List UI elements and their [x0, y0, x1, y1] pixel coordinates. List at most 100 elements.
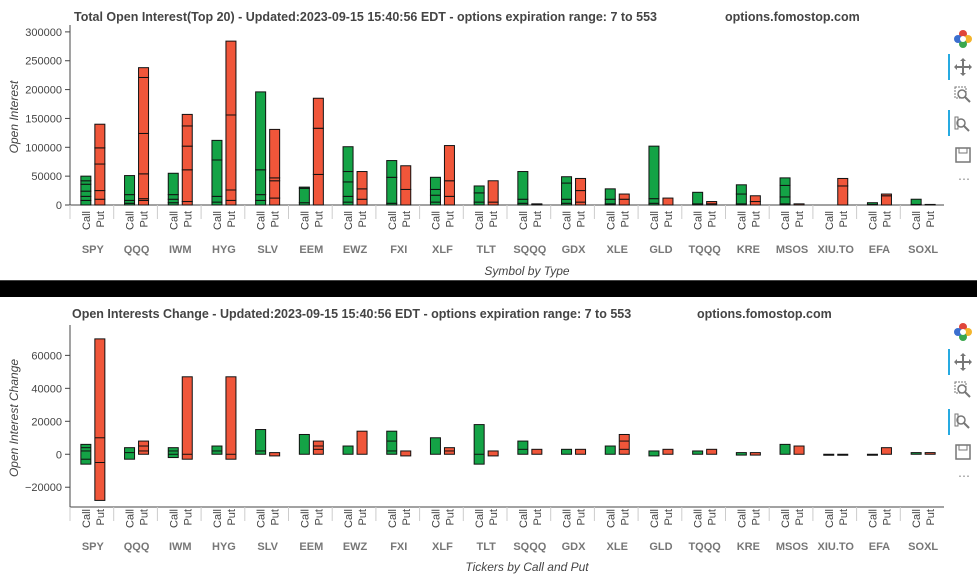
call-bar-segment	[255, 91, 267, 171]
put-bar	[138, 440, 150, 455]
category-label: MSOS	[776, 541, 808, 553]
call-bar	[298, 433, 310, 455]
y-axis-label: Open Interest	[7, 80, 21, 153]
put-bar-segment	[94, 123, 106, 149]
category-label: XLF	[432, 541, 453, 553]
type-tick-label: Call	[125, 509, 137, 528]
type-tick-label: Call	[693, 211, 705, 230]
open-interest-plot[interactable]: 0 50000 100000 150000 200000 250000 300000 Open…	[0, 0, 945, 280]
call-bar	[342, 445, 354, 455]
put-bar-segment	[312, 97, 324, 129]
save-icon[interactable]	[952, 441, 974, 463]
call-bar-segment	[866, 202, 878, 205]
call-bar	[255, 429, 267, 455]
type-tick-label: Put	[925, 211, 937, 228]
category-label: SQQQ	[513, 541, 546, 553]
open-interest-change-plot[interactable]: −20000 0 20000 40000 60000 Open Interest Chan…	[0, 297, 945, 578]
put-bar	[94, 338, 106, 501]
call-bar	[561, 448, 573, 455]
category-label: EFA	[869, 541, 890, 553]
type-tick-label: Put	[707, 509, 719, 526]
box-zoom-icon[interactable]	[952, 84, 974, 106]
call-bar-segment	[386, 176, 398, 204]
put-bar-segment	[138, 132, 150, 175]
box-zoom-icon[interactable]	[952, 379, 974, 401]
put-bar-segment	[269, 197, 281, 206]
type-tick-label: Put	[401, 211, 413, 228]
category-label: IWM	[169, 541, 192, 553]
category-label: EFA	[869, 244, 890, 256]
pan-icon[interactable]	[952, 351, 974, 373]
save-icon[interactable]	[952, 144, 974, 166]
type-tick-label: Call	[693, 509, 705, 528]
call-bar	[80, 443, 92, 465]
type-tick-label: Call	[299, 211, 311, 230]
type-tick-label: Put	[794, 211, 806, 228]
type-tick-label: Put	[313, 509, 325, 526]
wheel-zoom-icon[interactable]	[952, 114, 974, 136]
put-bar-segment	[269, 180, 281, 199]
type-tick-label: Call	[911, 509, 923, 528]
category-label: FXI	[390, 541, 407, 553]
put-bar-segment	[269, 128, 281, 179]
call-bar-segment	[735, 184, 747, 195]
more-icon[interactable]: ⋯	[958, 469, 970, 483]
y-tick-label: 250000	[25, 56, 62, 68]
call-bar-segment	[124, 175, 136, 196]
category-label: QQQ	[124, 541, 150, 553]
bokeh-logo-icon[interactable]	[952, 28, 974, 50]
call-bar-segment	[561, 182, 573, 200]
call-bar-segment	[779, 177, 791, 186]
put-bar-segment	[443, 145, 455, 182]
put-bar	[531, 448, 543, 455]
type-tick-label: Call	[518, 211, 530, 230]
type-tick-label: Put	[182, 509, 194, 526]
type-tick-label: Put	[357, 509, 369, 526]
more-icon[interactable]: ⋯	[958, 172, 970, 186]
put-bar-segment	[575, 177, 587, 192]
call-bar-segment	[255, 199, 267, 206]
put-bar-segment	[356, 188, 368, 200]
type-tick-label: Put	[444, 211, 456, 228]
type-tick-label: Call	[867, 509, 879, 528]
put-bar-segment	[94, 147, 106, 165]
call-bar-segment	[692, 191, 704, 205]
type-tick-label: Put	[925, 509, 937, 526]
type-tick-label: Put	[881, 509, 893, 526]
call-bar-segment	[561, 176, 573, 184]
pan-icon[interactable]	[952, 56, 974, 78]
put-bar	[793, 445, 805, 455]
bokeh-logo-icon[interactable]	[952, 321, 974, 343]
call-bar-segment	[342, 171, 354, 183]
type-tick-label: Call	[605, 509, 617, 528]
call-bar-segment	[779, 196, 791, 205]
y-tick-label: 300000	[25, 27, 62, 39]
type-tick-label: Call	[81, 211, 93, 230]
call-bar-segment	[298, 187, 310, 204]
category-label: IWM	[169, 244, 192, 256]
put-bar-segment	[181, 125, 193, 147]
call-bar-segment	[517, 171, 529, 200]
category-label: XLE	[607, 244, 628, 256]
y-tick-label: 100000	[25, 142, 62, 154]
category-label: KRE	[737, 541, 760, 553]
y-tick-label: 0	[56, 200, 62, 212]
call-bar-segment	[298, 186, 310, 189]
type-tick-label: Call	[430, 509, 442, 528]
type-tick-label: Put	[139, 509, 151, 526]
call-bar	[429, 437, 441, 455]
type-tick-label: Put	[619, 211, 631, 228]
category-label: XIU.TO	[818, 541, 855, 553]
put-bar	[662, 448, 674, 455]
call-bar	[473, 424, 485, 465]
wheel-zoom-icon[interactable]	[952, 411, 974, 433]
category-label: QQQ	[124, 244, 150, 256]
put-bar-segment	[487, 180, 499, 203]
type-tick-label: Put	[226, 211, 238, 228]
type-tick-label: Call	[299, 509, 311, 528]
category-label: SOXL	[908, 244, 938, 256]
type-tick-label: Put	[881, 211, 893, 228]
category-label: EEM	[299, 541, 323, 553]
put-bar	[706, 448, 718, 455]
type-tick-label: Put	[270, 211, 282, 228]
